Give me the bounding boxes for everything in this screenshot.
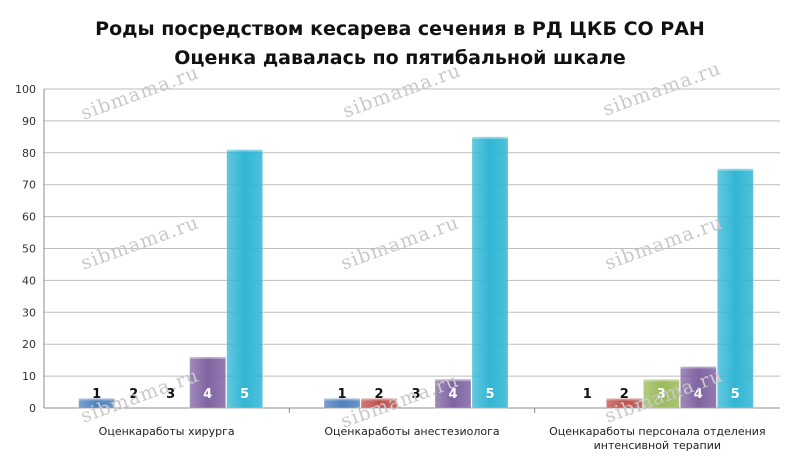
y-tick-label: 30 xyxy=(22,306,36,319)
bar xyxy=(323,398,361,409)
category-label: интенсивной терапии xyxy=(594,439,721,452)
category-label: Оценкаработы персонала отделения xyxy=(549,425,766,438)
bar-series-label: 2 xyxy=(620,387,629,402)
y-tick-label: 90 xyxy=(22,115,36,128)
bar-series-label: 4 xyxy=(448,387,457,402)
bar-highlight xyxy=(643,379,680,382)
bar xyxy=(434,378,472,409)
bar-series-label: 5 xyxy=(240,387,249,402)
bar-highlight xyxy=(361,398,397,401)
bar xyxy=(78,398,116,409)
bar-highlight xyxy=(606,398,643,401)
bar-series-label: 4 xyxy=(203,387,212,402)
bar-series-label: 5 xyxy=(731,387,740,402)
bar-highlight xyxy=(78,398,115,401)
bar-highlight xyxy=(680,366,717,369)
category-label: Оценкаработы хирурга xyxy=(99,425,235,438)
y-tick-label: 10 xyxy=(22,370,36,383)
y-tick-label: 0 xyxy=(29,402,36,415)
bar-series-label: 1 xyxy=(583,387,592,402)
bar xyxy=(226,149,264,409)
bar xyxy=(189,356,227,409)
y-tick-label: 70 xyxy=(22,179,36,192)
y-tick-label: 100 xyxy=(15,83,36,96)
bar-series-label: 4 xyxy=(694,387,703,402)
bar xyxy=(679,366,717,409)
bar-series-label: 5 xyxy=(485,387,494,402)
bar xyxy=(605,398,643,409)
bar xyxy=(360,398,398,409)
y-tick-label: 60 xyxy=(22,211,36,224)
bar-highlight xyxy=(189,356,226,359)
bar-series-label: 1 xyxy=(337,387,346,402)
bar-highlight xyxy=(435,379,471,382)
bar-highlight xyxy=(226,149,263,152)
bar-series-label: 1 xyxy=(92,387,101,402)
bar-highlight xyxy=(717,168,754,171)
chart-subtitle: Оценка давалась по пятибальной шкале xyxy=(174,47,626,69)
bar-series-label: 2 xyxy=(129,387,138,402)
y-tick-label: 50 xyxy=(22,243,36,256)
y-tick-label: 20 xyxy=(22,338,36,351)
bar-series-label: 2 xyxy=(374,387,383,402)
bar-series-label: 3 xyxy=(166,387,175,402)
y-tick-label: 40 xyxy=(22,274,36,287)
bar xyxy=(471,136,509,409)
category-label: Оценкаработы анестезиолога xyxy=(324,425,499,438)
bar-series-label: 3 xyxy=(657,387,666,402)
bar xyxy=(716,168,754,409)
bar-series-label: 3 xyxy=(411,387,420,402)
chart-title: Роды посредством кесарева сечения в РД Ц… xyxy=(95,18,705,40)
bar-highlight xyxy=(324,398,360,401)
y-tick-label: 80 xyxy=(22,147,36,160)
bar xyxy=(642,378,680,409)
bar-highlight xyxy=(472,136,508,139)
